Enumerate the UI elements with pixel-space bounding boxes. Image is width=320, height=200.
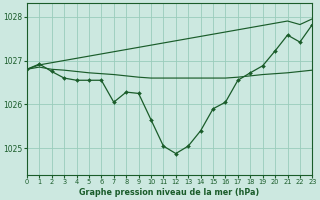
X-axis label: Graphe pression niveau de la mer (hPa): Graphe pression niveau de la mer (hPa) (79, 188, 260, 197)
